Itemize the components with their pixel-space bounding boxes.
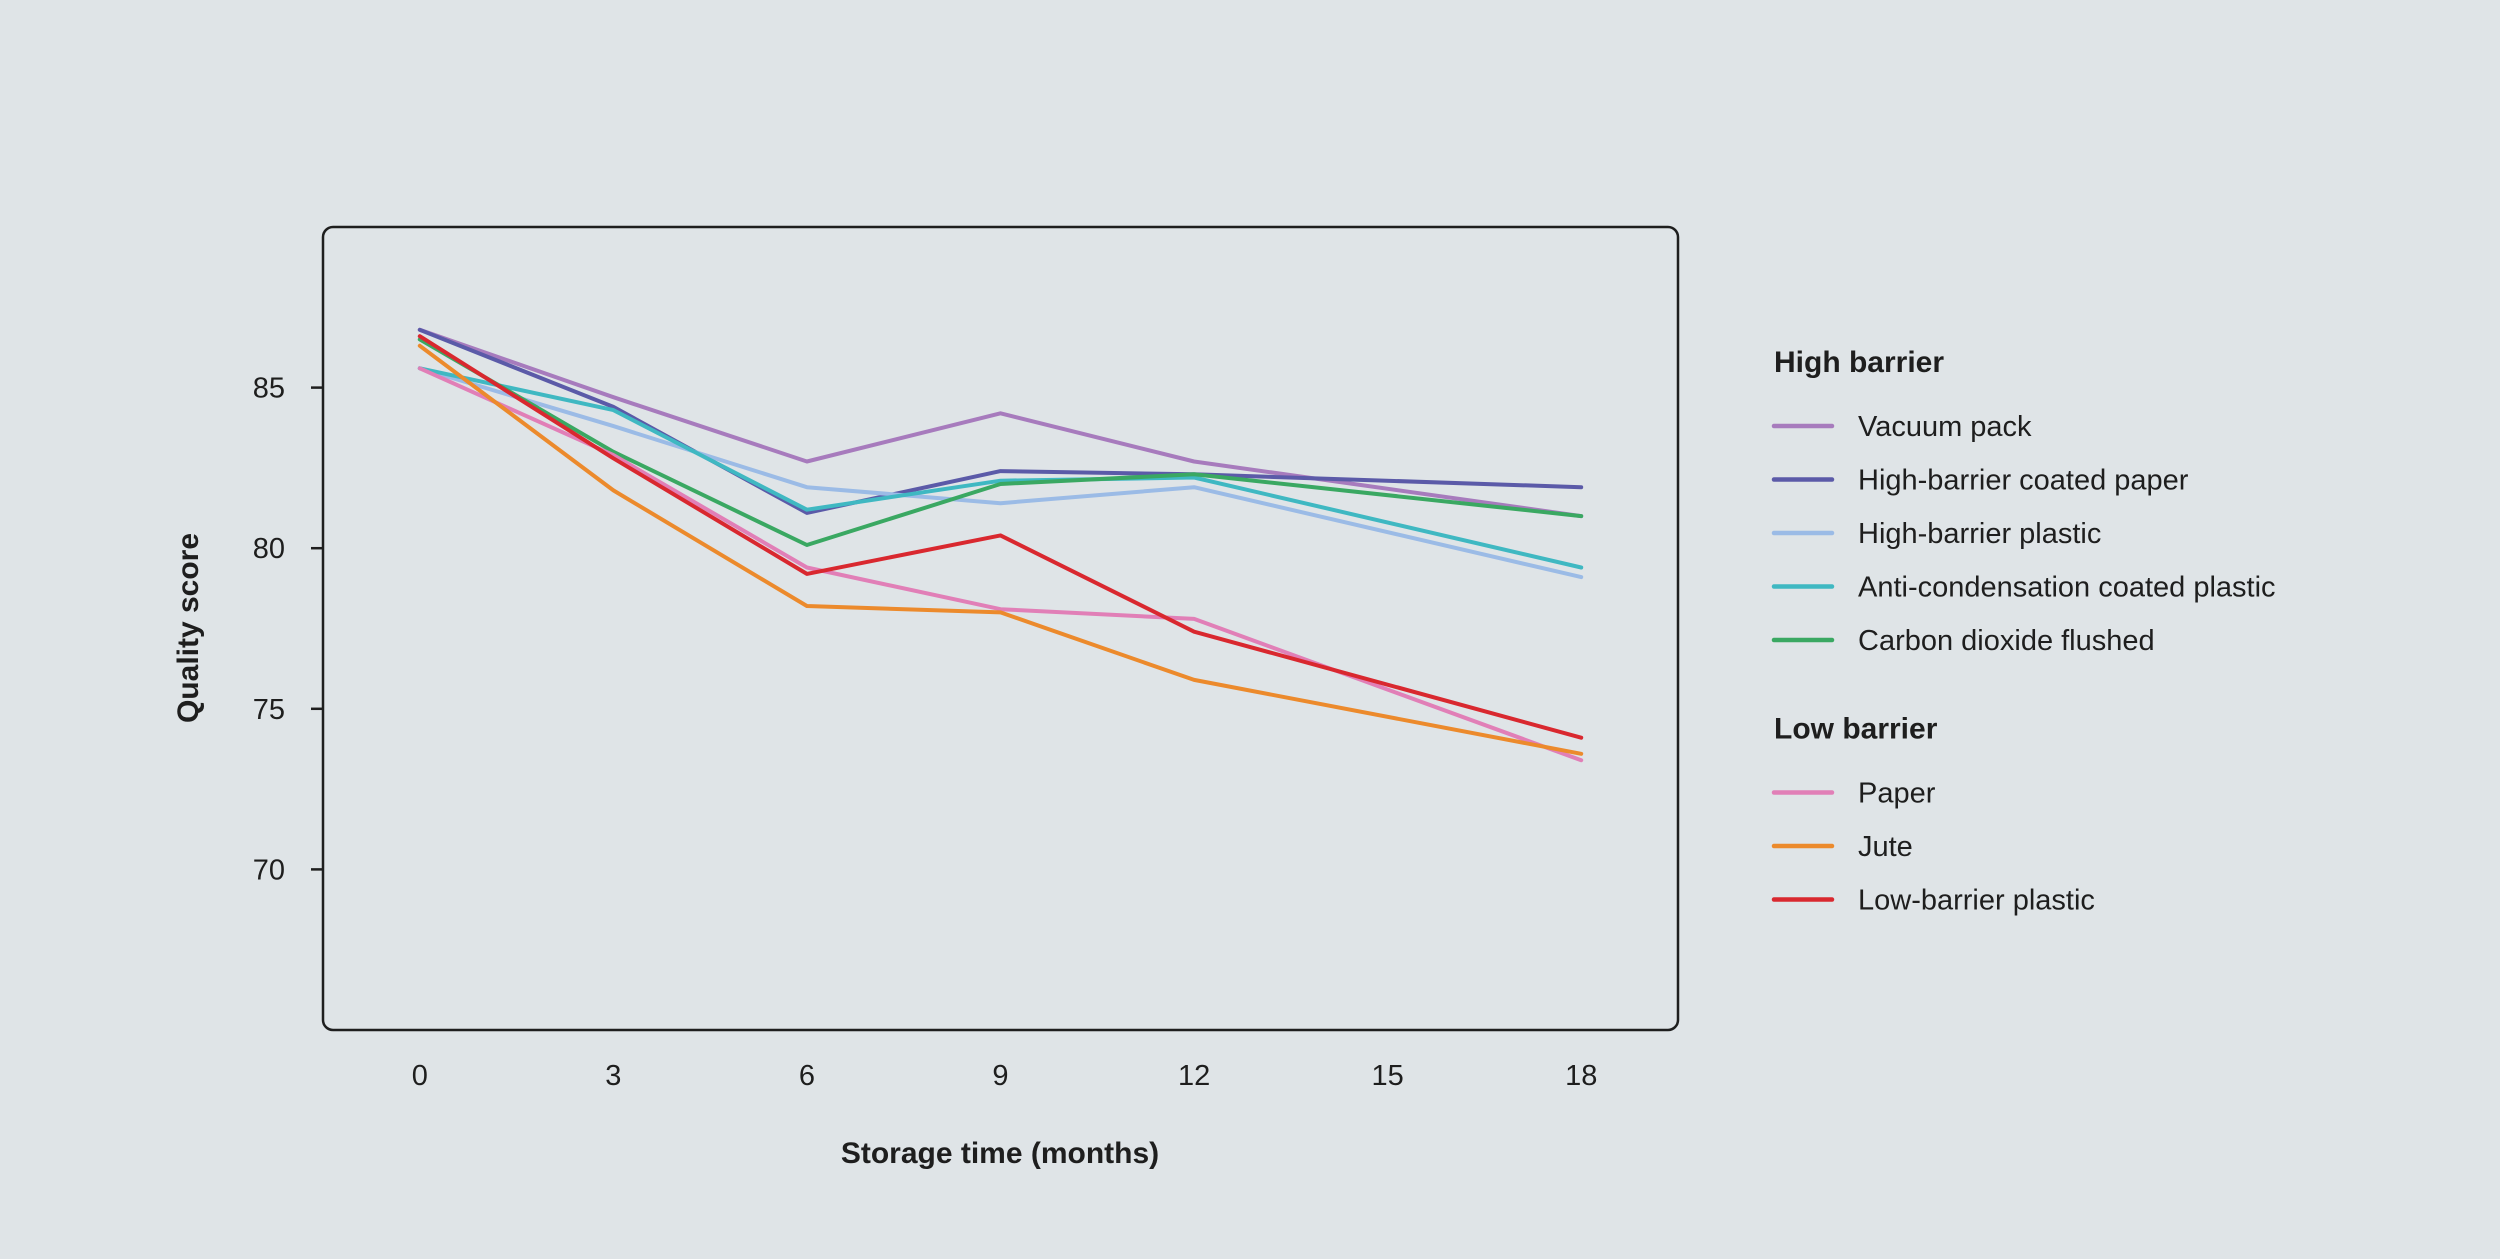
series-line-paper [417, 366, 1584, 763]
legend-group-heading: High barrier [1774, 346, 1944, 379]
series-line-anti-condensation-coated-plastic [417, 366, 1584, 570]
series-line-carbon-dioxide-flushed [417, 337, 1584, 547]
y-axis-label: Quality score [172, 533, 205, 723]
legend: High barrier Vacuum pack High-barrier coat… [1771, 346, 2276, 917]
legend-label: Anti-condensation coated plastic [1858, 572, 2276, 604]
y-tick-label: 70 [253, 854, 285, 886]
x-axis-ticks: 0 3 6 9 12 15 18 [412, 1060, 1598, 1092]
series-line-low-barrier-plastic [417, 334, 1584, 740]
y-axis-ticks: 70 75 80 85 [253, 373, 323, 886]
x-tick-label: 18 [1565, 1060, 1597, 1092]
series-line-vacuum-pack [417, 327, 1584, 519]
legend-label: Low-barrier plastic [1858, 885, 2095, 917]
legend-label: High-barrier coated paper [1858, 465, 2189, 497]
legend-label: Paper [1858, 778, 1936, 810]
plot-frame [321, 225, 1680, 1032]
series-lines [417, 327, 1584, 763]
x-tick-label: 9 [992, 1060, 1008, 1092]
x-tick-label: 15 [1372, 1060, 1404, 1092]
legend-group-heading: Low barrier [1774, 713, 1938, 746]
x-axis-label: Storage time (months) [841, 1137, 1159, 1170]
y-tick-label: 75 [253, 694, 285, 726]
y-tick-label: 85 [253, 373, 285, 405]
legend-label: Carbon dioxide flushed [1858, 625, 2155, 657]
x-tick-label: 3 [605, 1060, 621, 1092]
x-tick-label: 12 [1178, 1060, 1210, 1092]
x-tick-label: 6 [799, 1060, 815, 1092]
x-tick-label: 0 [412, 1060, 428, 1092]
legend-label: Vacuum pack [1858, 411, 2032, 443]
y-tick-label: 80 [253, 533, 285, 565]
series-line-jute [417, 343, 1584, 756]
legend-label: High-barrier plastic [1858, 518, 2101, 550]
legend-label: Jute [1858, 831, 1913, 863]
series-line-high-barrier-coated-paper [417, 327, 1584, 515]
